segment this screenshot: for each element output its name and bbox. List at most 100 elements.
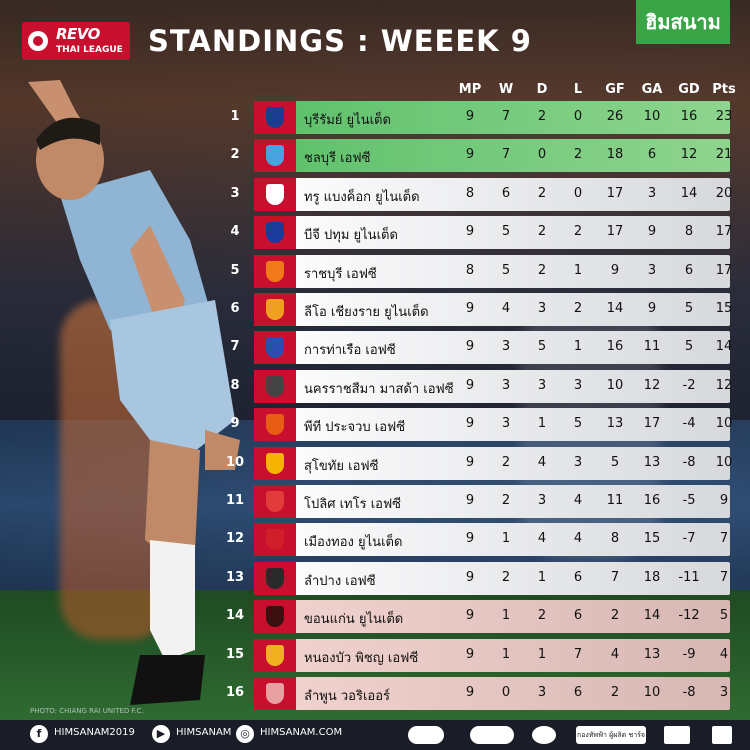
shield-icon	[266, 453, 284, 474]
position-number: 7	[230, 339, 240, 354]
position-number: 12	[225, 531, 245, 546]
table-row: นครราชสีมา มาสด้า เอฟซี 9 3 3 3 10 12 -2 12	[254, 370, 732, 403]
stat-ga: 12	[643, 378, 661, 393]
shield-icon	[266, 184, 284, 205]
stat-l: 7	[573, 647, 583, 662]
stat-gd: -4	[682, 416, 696, 431]
position-number: 13	[225, 570, 245, 585]
position-number: 2	[230, 147, 240, 162]
team-crest	[254, 370, 296, 403]
shield-icon	[266, 491, 284, 512]
stat-d: 4	[537, 455, 547, 470]
stat-mp: 9	[465, 339, 475, 354]
team-name: หนองบัว พิชญ เอฟซี	[304, 651, 419, 666]
row-background	[254, 523, 730, 556]
team-crest	[254, 255, 296, 288]
stat-ga: 6	[647, 147, 657, 162]
row-background	[254, 485, 730, 518]
team-crest	[254, 600, 296, 633]
stat-w: 2	[501, 455, 511, 470]
stat-ga: 10	[643, 685, 661, 700]
position-number: 9	[230, 416, 240, 431]
position-number: 5	[230, 263, 240, 278]
stat-ga: 16	[643, 493, 661, 508]
team-name: โปลิศ เทโร เอฟซี	[304, 497, 401, 512]
team-name: ทรู แบงค็อก ยูไนเต็ด	[304, 190, 420, 205]
page-title: STANDINGS : WEEEK 9	[148, 24, 532, 58]
stat-ga: 13	[643, 455, 661, 470]
row-background	[254, 331, 730, 364]
stat-mp: 9	[465, 416, 475, 431]
shield-icon	[266, 337, 284, 358]
stat-w: 1	[501, 647, 511, 662]
team-name: สุโขทัย เอฟซี	[304, 459, 379, 474]
team-name: การท่าเรือ เอฟซี	[304, 343, 396, 358]
league-logo: REVO THAI LEAGUE	[22, 22, 130, 60]
stat-gf: 11	[606, 493, 624, 508]
stat-d: 2	[537, 224, 547, 239]
column-header-mp: MP	[458, 82, 482, 97]
stat-d: 3	[537, 493, 547, 508]
stat-ga: 9	[647, 301, 657, 316]
team-crest	[254, 293, 296, 326]
team-name: ลำพูน วอริเออร์	[304, 689, 390, 704]
stat-pts: 4	[719, 647, 729, 662]
photo-credit: PHOTO: CHIANG RAI UNITED F.C.	[30, 707, 144, 715]
youtube-handle[interactable]: HIMSANAM	[176, 727, 232, 738]
shield-icon	[266, 645, 284, 666]
stat-l: 2	[573, 301, 583, 316]
row-background	[254, 139, 730, 172]
table-row: บีจี ปทุม ยูไนเต็ด 9 5 2 2 17 9 8 17	[254, 216, 732, 249]
stat-pts: 21	[715, 147, 733, 162]
stat-mp: 9	[465, 493, 475, 508]
stat-ga: 17	[643, 416, 661, 431]
stat-gf: 8	[610, 531, 620, 546]
stat-ga: 15	[643, 531, 661, 546]
website-link[interactable]: HIMSANAM.COM	[260, 727, 343, 738]
stat-gf: 16	[606, 339, 624, 354]
facebook-icon[interactable]: f	[30, 725, 48, 743]
column-header-gf: GF	[605, 82, 625, 97]
position-number: 14	[225, 608, 245, 623]
stat-d: 3	[537, 378, 547, 393]
youtube-icon[interactable]: ▶	[152, 725, 170, 743]
stat-gd: 12	[680, 147, 698, 162]
stat-mp: 9	[465, 147, 475, 162]
stat-d: 2	[537, 263, 547, 278]
stat-gd: -9	[682, 647, 696, 662]
facebook-handle[interactable]: HIMSANAM2019	[54, 727, 135, 738]
stat-mp: 9	[465, 685, 475, 700]
shield-icon	[266, 568, 284, 589]
stat-pts: 12	[715, 378, 733, 393]
position-number: 6	[230, 301, 240, 316]
table-row: หนองบัว พิชญ เอฟซี 9 1 1 7 4 13 -9 4	[254, 639, 730, 672]
table-row: โปลิศ เทโร เอฟซี 9 2 3 4 11 16 -5 9	[254, 485, 730, 518]
shield-icon	[266, 261, 284, 282]
league-logo-line2: THAI LEAGUE	[56, 45, 123, 55]
row-background	[254, 600, 730, 633]
stat-ga: 14	[643, 608, 661, 623]
stat-gd: 14	[680, 186, 698, 201]
team-crest	[254, 447, 296, 480]
shield-icon	[266, 414, 284, 435]
league-logo-line1: REVO	[56, 25, 100, 43]
stat-w: 3	[501, 378, 511, 393]
team-name: เมืองทอง ยูไนเต็ด	[304, 535, 403, 550]
shield-icon	[266, 683, 284, 704]
stat-w: 5	[501, 224, 511, 239]
stat-mp: 8	[465, 186, 475, 201]
position-number: 8	[230, 378, 240, 393]
stat-pts: 7	[719, 570, 729, 585]
stat-gf: 2	[610, 685, 620, 700]
stat-gf: 10	[606, 378, 624, 393]
row-background	[254, 370, 730, 403]
stat-d: 1	[537, 416, 547, 431]
stat-gd: -8	[682, 685, 696, 700]
stat-gd: 8	[684, 224, 694, 239]
stat-gd: -12	[678, 608, 700, 623]
globe-icon[interactable]: ◎	[236, 725, 254, 743]
table-row: ลีโอ เชียงราย ยูไนเต็ด 9 4 3 2 14 9 5 15	[254, 293, 732, 326]
stat-pts: 15	[715, 301, 733, 316]
table-row: ชลบุรี เอฟซี 9 7 0 2 18 6 12 21	[254, 139, 732, 172]
stat-w: 6	[501, 186, 511, 201]
